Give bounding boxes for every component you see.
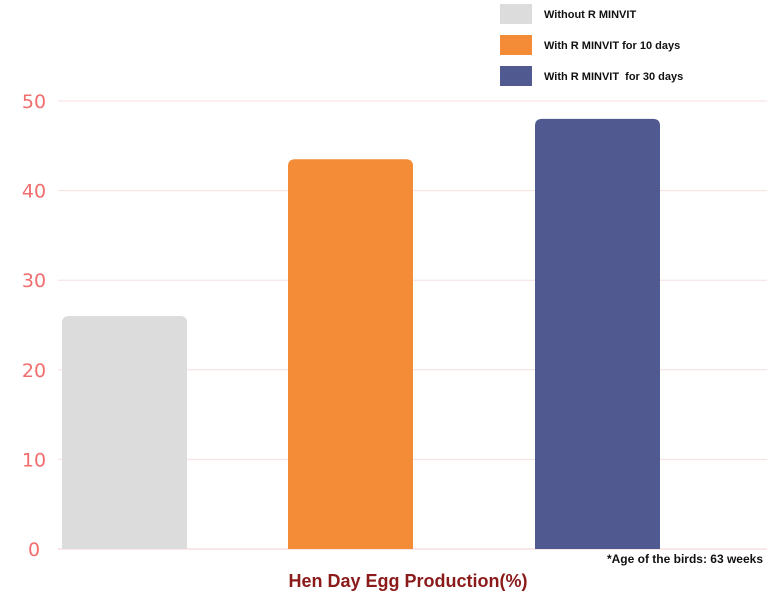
x-axis-label: Hen Day Egg Production(%) (288, 571, 527, 591)
age-footnote: *Age of the birds: 63 weeks (607, 552, 763, 566)
y-tick-label-0: 0 (28, 539, 40, 561)
y-tick-label-20: 20 (22, 360, 46, 382)
legend-label-10-days: With R MINVIT for 10 days (544, 40, 680, 52)
y-tick-label-10: 10 (22, 449, 46, 471)
bars (62, 118, 660, 550)
legend-swatch-30-days (500, 66, 532, 86)
legend-label-without: Without R MINVIT (544, 9, 636, 21)
legend: Without R MINVIT With R MINVIT for 10 da… (500, 4, 683, 86)
legend-swatch-10-days (500, 35, 532, 55)
bar-without (62, 316, 187, 549)
legend-label-30-days: With R MINVIT for 30 days (544, 71, 683, 83)
y-tick-label-30: 30 (22, 270, 46, 292)
legend-swatch-without (500, 4, 532, 24)
y-tick-label-40: 40 (22, 181, 46, 203)
y-axis-tick-labels: 0 10 20 30 40 50 (22, 91, 46, 561)
bar-10-days (288, 159, 413, 550)
bar-30-days (535, 118, 660, 550)
y-tick-label-50: 50 (22, 91, 46, 113)
